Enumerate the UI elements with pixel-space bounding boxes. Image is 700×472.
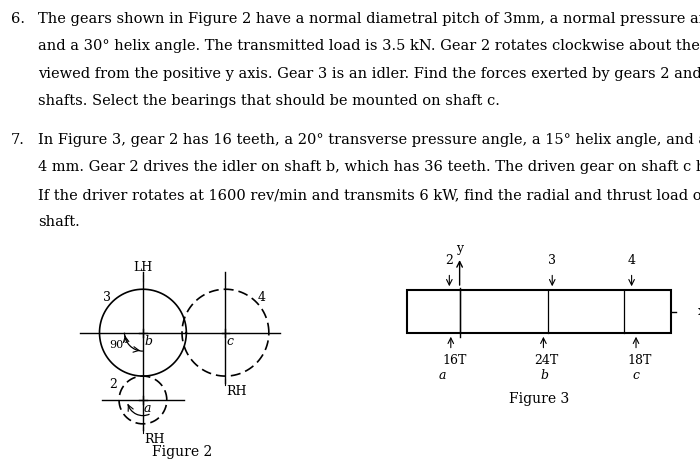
Text: RH: RH <box>144 433 164 446</box>
Bar <box>460 290 548 333</box>
Text: If the driver rotates at 1600 rev/min and transmits 6 kW, find the radial and th: If the driver rotates at 1600 rev/min an… <box>38 188 700 202</box>
Text: Figure 3: Figure 3 <box>509 392 569 406</box>
Text: a: a <box>438 369 446 382</box>
Text: c: c <box>633 369 640 382</box>
Text: b: b <box>144 335 152 348</box>
Text: shaft.: shaft. <box>38 215 80 229</box>
Text: In Figure 3, gear 2 has 16 teeth, a 20° transverse pressure angle, a 15° helix a: In Figure 3, gear 2 has 16 teeth, a 20° … <box>38 133 700 147</box>
Text: 2: 2 <box>109 378 117 391</box>
Text: 3: 3 <box>103 291 111 304</box>
Text: 7.: 7. <box>10 133 25 147</box>
Text: and a 30° helix angle. The transmitted load is 3.5 kN. Gear 2 rotates clockwise : and a 30° helix angle. The transmitted l… <box>38 39 700 53</box>
Text: x: x <box>698 305 700 318</box>
Text: b: b <box>541 369 549 382</box>
Text: shafts. Select the bearings that should be mounted on shaft c.: shafts. Select the bearings that should … <box>38 94 500 108</box>
Text: viewed from the positive y axis. Gear 3 is an idler. Find the forces exerted by : viewed from the positive y axis. Gear 3 … <box>38 67 700 81</box>
Text: 3: 3 <box>548 253 556 267</box>
Text: LH: LH <box>133 261 153 275</box>
Text: c: c <box>227 335 234 348</box>
Bar <box>548 290 624 333</box>
Text: 24T: 24T <box>535 354 559 367</box>
Text: 4: 4 <box>628 253 636 267</box>
Text: 6.: 6. <box>10 12 25 26</box>
Text: Figure 2: Figure 2 <box>152 445 212 459</box>
Text: 2: 2 <box>445 253 454 267</box>
Text: RH: RH <box>227 385 247 398</box>
Bar <box>407 290 460 333</box>
Text: a: a <box>144 402 151 415</box>
Text: y: y <box>456 242 463 255</box>
Text: 4: 4 <box>258 291 265 304</box>
Text: 90°: 90° <box>109 340 129 350</box>
Text: 4 mm. Gear 2 drives the idler on shaft b, which has 36 teeth. The driven gear on: 4 mm. Gear 2 drives the idler on shaft b… <box>38 160 700 175</box>
Text: 18T: 18T <box>627 354 652 367</box>
Text: 16T: 16T <box>442 354 466 367</box>
Bar <box>407 290 671 333</box>
Bar <box>624 290 671 333</box>
Text: The gears shown in Figure 2 have a normal diametral pitch of 3mm, a normal press: The gears shown in Figure 2 have a norma… <box>38 12 700 26</box>
